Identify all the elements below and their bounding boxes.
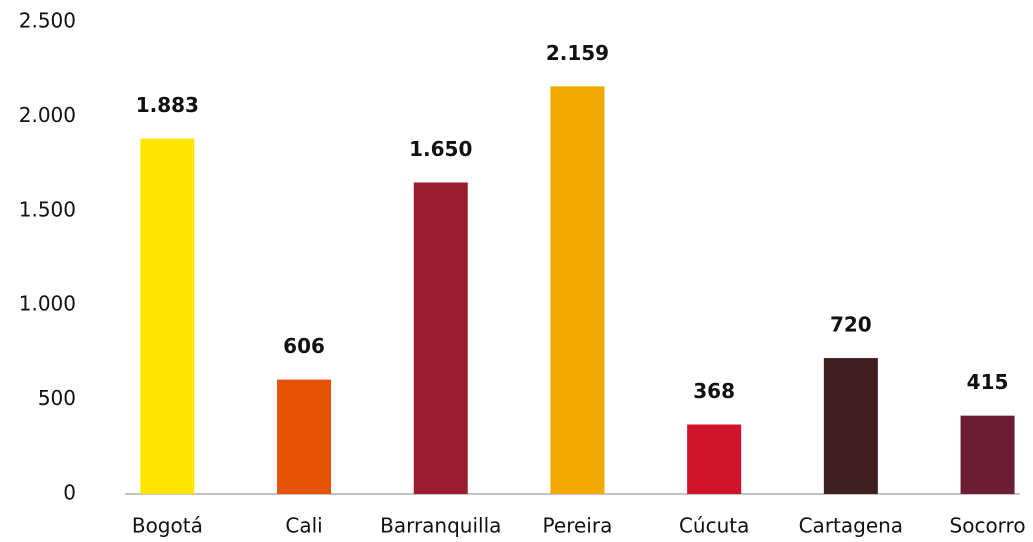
value-label: 606 <box>283 334 325 358</box>
bar <box>550 86 605 494</box>
x-tick-label: Cali <box>285 514 322 538</box>
bar <box>960 415 1015 494</box>
value-label: 368 <box>693 379 735 403</box>
x-tick-label: Cartagena <box>799 514 903 538</box>
x-tick-label: Barranquilla <box>380 514 501 538</box>
x-tick-label: Bogotá <box>132 514 203 538</box>
y-tick-label: 2.000 <box>19 103 76 127</box>
value-label: 2.159 <box>546 41 609 65</box>
x-tick-label: Pereira <box>543 514 613 538</box>
bar <box>687 424 742 494</box>
x-tick-label: Socorro <box>950 514 1026 538</box>
value-label: 1.650 <box>409 137 472 161</box>
x-tick-label: Cúcuta <box>679 514 749 538</box>
value-label: 720 <box>830 313 872 337</box>
bar <box>413 182 468 495</box>
y-tick-label: 500 <box>38 386 76 410</box>
y-tick-label: 1.500 <box>19 197 76 221</box>
bar <box>823 358 878 494</box>
value-label: 1.883 <box>136 93 199 117</box>
y-tick-label: 0 <box>63 481 76 505</box>
bar <box>140 138 195 494</box>
value-label: 415 <box>967 370 1009 394</box>
y-tick-label: 1.000 <box>19 292 76 316</box>
y-tick-label: 2.500 <box>19 9 76 33</box>
bar <box>277 379 332 494</box>
